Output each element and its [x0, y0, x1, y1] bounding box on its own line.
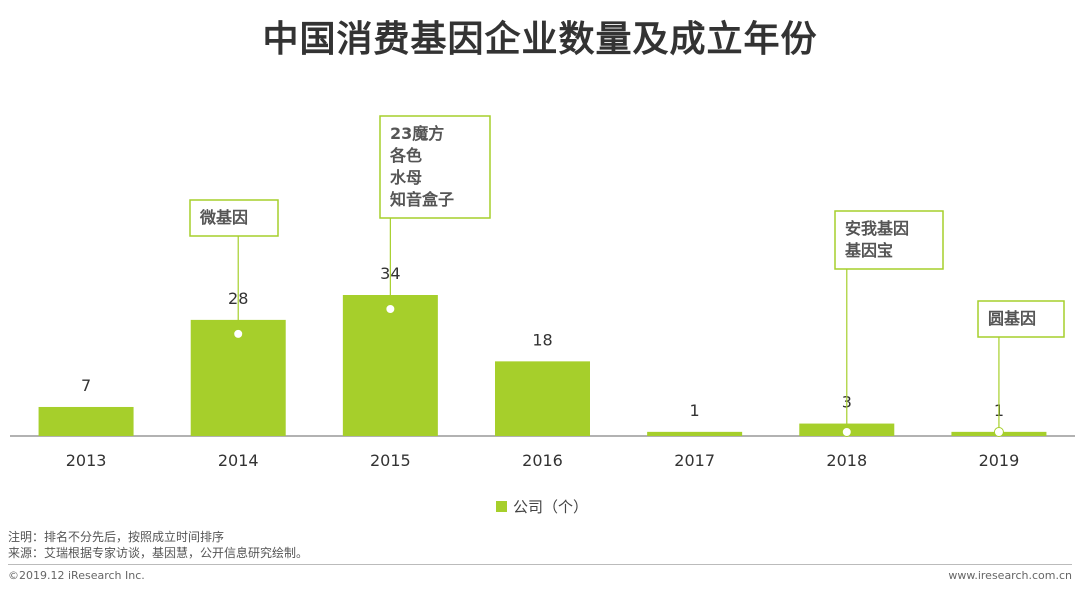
callout-text-2019: 圆基因: [988, 309, 1036, 328]
callout-box-2014: [189, 199, 279, 237]
callout-dot-2018: [841, 427, 852, 437]
bar-2016: [495, 361, 590, 436]
legend-swatch: [496, 501, 507, 512]
copyright: ©2019.12 iResearch Inc.: [8, 569, 145, 582]
callout-box-2018: [834, 210, 944, 270]
bar-2014: [190, 319, 286, 436]
tick-label-2019: 2019: [979, 451, 1020, 470]
callout-box-2015: [379, 115, 491, 219]
tick-label-2018: 2018: [826, 451, 867, 470]
tick-label-2014: 2014: [218, 451, 259, 470]
tick-label-2016: 2016: [522, 451, 563, 470]
bar-2017: [647, 431, 743, 436]
data-label-2013: 7: [81, 376, 91, 395]
callout-text-2015: 知音盒子: [390, 190, 454, 209]
note-line: 注明：排名不分先后，按照成立时间排序: [8, 530, 225, 544]
data-label-2017: 1: [690, 401, 700, 420]
data-label-2016: 18: [532, 330, 552, 349]
callout-text-2015: 各色: [389, 146, 422, 165]
callout-text-2014: 微基因: [199, 208, 248, 227]
tick-label-2015: 2015: [370, 451, 411, 470]
notes: 注明：排名不分先后，按照成立时间排序 来源：艾瑞根据专家访谈，基因慧，公开信息研…: [8, 529, 308, 561]
callout-box-2019: [977, 300, 1065, 338]
legend: 公司（个）: [496, 496, 588, 517]
website: www.iresearch.com.cn: [948, 569, 1072, 582]
callout-dot-2019: [993, 427, 1004, 437]
callout-text-2018: 安我基因: [845, 219, 909, 238]
tick-label-2013: 2013: [66, 451, 107, 470]
footer-divider: [8, 564, 1072, 565]
callout-dot-2014: [233, 328, 244, 339]
callout-dot-2015: [385, 304, 396, 314]
bar-2013: [38, 406, 134, 436]
callout-text-2015: 23魔方: [390, 124, 444, 143]
source-line: 来源：艾瑞根据专家访谈，基因慧，公开信息研究绘制。: [8, 546, 309, 560]
legend-label: 公司（个）: [513, 498, 589, 516]
tick-label-2017: 2017: [674, 451, 715, 470]
chart-title: 中国消费基因企业数量及成立年份: [262, 19, 818, 60]
bar-2015: [342, 295, 438, 436]
callout-text-2018: 基因宝: [844, 241, 893, 260]
callout-text-2015: 水母: [390, 168, 422, 187]
